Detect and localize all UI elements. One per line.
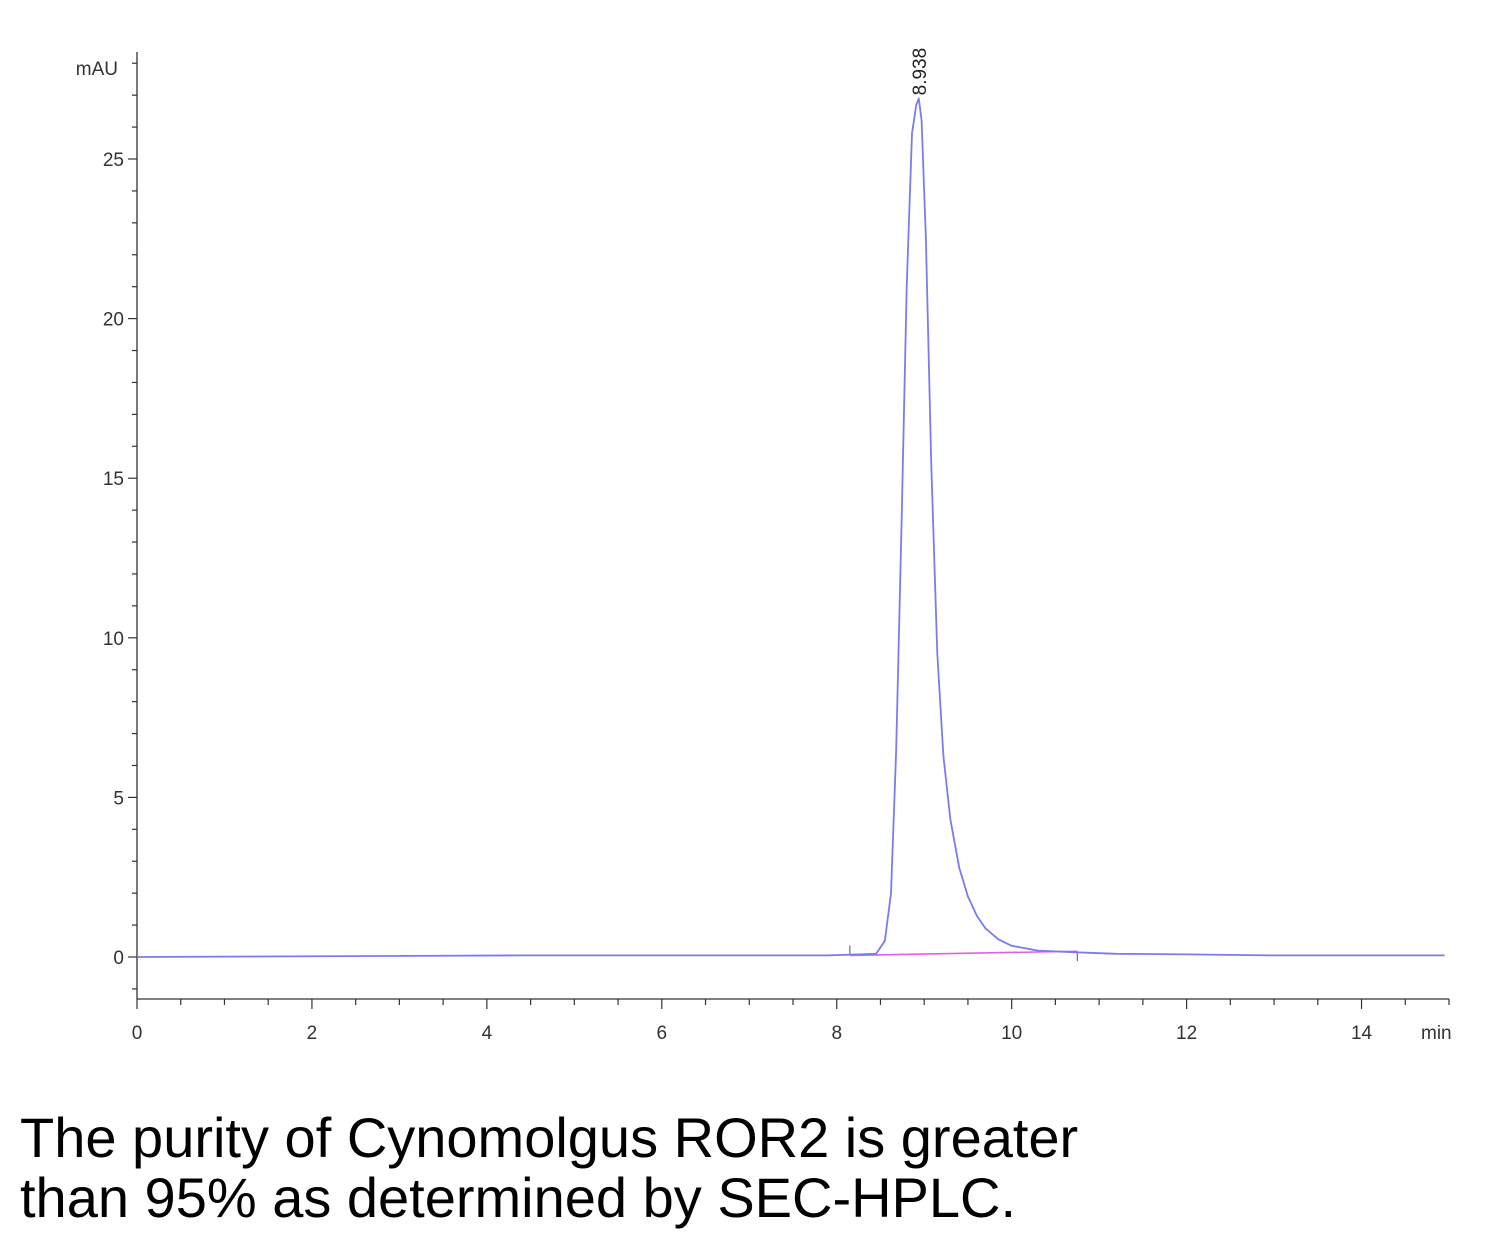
integration-baseline (849, 950, 1078, 957)
x-tick-label: 8 (831, 1023, 842, 1044)
x-tick-label: 6 (657, 1023, 668, 1044)
y-tick-label: 25 (103, 150, 124, 171)
y-tick-label: 20 (103, 310, 124, 331)
x-tick-label: 14 (1351, 1023, 1373, 1044)
x-axis-unit-label: min (1421, 1023, 1452, 1044)
x-tick-label: 0 (132, 1023, 143, 1044)
caption-line-2: than 95% as determined by SEC-HPLC. (20, 1166, 1017, 1229)
y-axis-unit-label: mAU (76, 59, 118, 80)
chromatogram-trace (136, 97, 1445, 958)
axes: 0 5 10 15 20 25 0 2 4 6 8 10 12 14 (103, 52, 1450, 1044)
x-tick-label: 2 (307, 1023, 318, 1044)
x-tick-label: 12 (1176, 1023, 1197, 1044)
figure-caption: The purity of Cynomolgus ROR2 is greater… (20, 1108, 1460, 1228)
caption-line-1: The purity of Cynomolgus ROR2 is greater (20, 1106, 1079, 1169)
y-tick-label: 15 (103, 469, 124, 490)
y-tick-label: 5 (113, 788, 124, 809)
chart-marks: 8.938 (136, 48, 1445, 962)
chromatogram-chart: 0 5 10 15 20 25 0 2 4 6 8 10 12 14 8.938 mAU min (76, 48, 1452, 1044)
y-tick-label: 0 (113, 948, 124, 969)
y-tick-label: 10 (103, 629, 124, 650)
x-tick-label: 4 (482, 1023, 493, 1044)
peak-retention-time-label: 8.938 (910, 48, 931, 96)
x-tick-label: 10 (1001, 1023, 1022, 1044)
